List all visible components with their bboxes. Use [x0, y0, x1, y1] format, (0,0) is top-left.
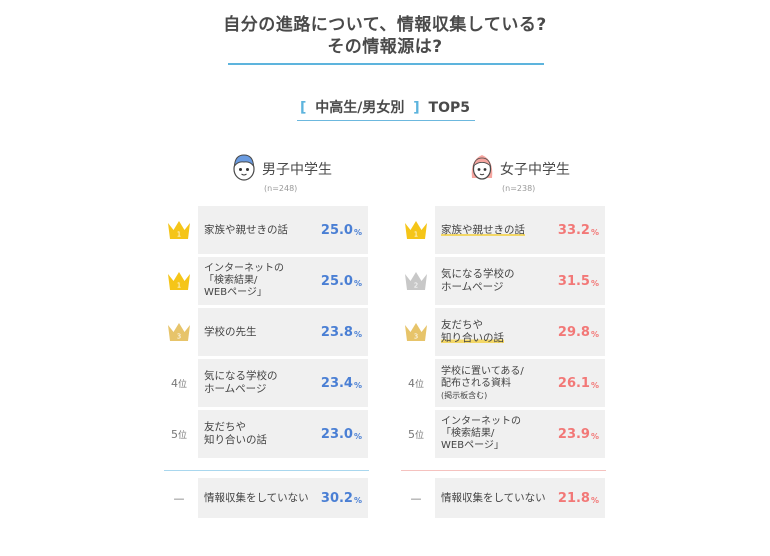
- rank-number: 5位: [170, 427, 187, 441]
- rank-number: 4位: [170, 376, 187, 390]
- boys-none-row: — 情報収集をしていない 30.2%: [164, 478, 368, 518]
- girls-separator: [401, 470, 606, 471]
- boys-rank-row: 3 学校の先生 23.8%: [164, 308, 368, 356]
- crown-gold-icon: 1: [405, 221, 427, 239]
- rank-label: 友だちや 知り合いの話: [204, 421, 267, 446]
- girls-rank-row: 2 気になる学校の ホームページ 31.5%: [401, 257, 605, 305]
- dash-marker: —: [410, 491, 422, 505]
- girls-none-row: — 情報収集をしていない 21.8%: [401, 478, 605, 518]
- subtitle-top: TOP5: [428, 100, 470, 116]
- rank-label: 学校に置いてある/ 配布される資料 (掲示板含む): [441, 365, 524, 400]
- crown-bronze-icon: 3: [405, 323, 427, 341]
- rank-label: 情報収集をしていない: [441, 491, 546, 504]
- rank-number: 5位: [407, 427, 424, 441]
- rank-label: インターネットの 「検索結果/ WEBページ」: [204, 263, 284, 298]
- girls-rank-row: 3 友だちや 知り合いの話 29.8%: [401, 308, 605, 356]
- rank-value: 23.8%: [320, 324, 362, 340]
- subtitle: [ 中高生/男女別 ] TOP5: [0, 97, 770, 117]
- crown-silver-icon: 2: [405, 272, 427, 290]
- title-underline: [228, 63, 544, 65]
- chart-title: 自分の進路について、情報収集している? その情報源は?: [0, 14, 770, 58]
- title-line-1: 自分の進路について、情報収集している?: [223, 15, 547, 35]
- svg-text:1: 1: [177, 231, 181, 239]
- svg-text:3: 3: [177, 333, 181, 341]
- boy-face-icon: [233, 154, 255, 181]
- rank-value: 23.4%: [320, 375, 362, 391]
- girls-rank-row: 5位 インターネットの 「検索結果/ WEBページ」 23.9%: [401, 410, 605, 458]
- boys-separator: [164, 470, 369, 471]
- rank-value: 33.2%: [557, 222, 599, 238]
- rank-value: 30.2%: [320, 490, 362, 506]
- rank-number: 4位: [407, 376, 424, 390]
- crown-gold-icon: 1: [168, 272, 190, 290]
- rank-label: インターネットの 「検索結果/ WEBページ」: [441, 416, 521, 451]
- crown-bronze-icon: 3: [168, 323, 190, 341]
- boys-sample-size: (n=248): [264, 184, 298, 193]
- subtitle-underline: [297, 120, 475, 121]
- rank-value: 25.0%: [320, 273, 362, 289]
- bracket-open: [: [299, 100, 307, 116]
- rank-value: 25.0%: [320, 222, 362, 238]
- boys-rank-row: 5位 友だちや 知り合いの話 23.0%: [164, 410, 368, 458]
- rank-label: 気になる学校の ホームページ: [204, 370, 278, 395]
- svg-text:1: 1: [414, 231, 418, 239]
- boys-rank-row: 1 インターネットの 「検索結果/ WEBページ」 25.0%: [164, 257, 368, 305]
- boys-header: 男子中学生 (n=248): [232, 152, 372, 193]
- girl-face-icon: [471, 155, 493, 180]
- girls-sample-size: (n=238): [502, 184, 536, 193]
- dash-marker: —: [173, 491, 185, 505]
- svg-text:1: 1: [177, 282, 181, 290]
- boys-rank-row: 1 家族や親せきの話 25.0%: [164, 206, 368, 254]
- crown-gold-icon: 1: [168, 221, 190, 239]
- rank-value: 29.8%: [557, 324, 599, 340]
- rank-label: 家族や親せきの話: [204, 223, 288, 236]
- rank-value: 23.9%: [557, 426, 599, 442]
- rank-label: 家族や親せきの話: [441, 223, 525, 237]
- boys-title: 男子中学生: [262, 162, 332, 178]
- title-line-2: その情報源は?: [327, 37, 443, 57]
- bracket-close: ]: [413, 100, 420, 116]
- girls-rank-row: 1 家族や親せきの話 33.2%: [401, 206, 605, 254]
- rank-value: 21.8%: [557, 490, 599, 506]
- rank-value: 26.1%: [557, 375, 599, 391]
- rank-note: (掲示板含む): [441, 390, 488, 400]
- rank-label: 友だちや 知り合いの話: [441, 319, 504, 345]
- svg-text:2: 2: [414, 282, 418, 290]
- boys-rank-row: 4位 気になる学校の ホームページ 23.4%: [164, 359, 368, 407]
- subtitle-text: 中高生/男女別: [315, 100, 405, 116]
- svg-text:3: 3: [414, 333, 418, 341]
- girls-title: 女子中学生: [500, 162, 570, 178]
- girls-rank-row: 4位 学校に置いてある/ 配布される資料 (掲示板含む) 26.1%: [401, 359, 605, 407]
- rank-value: 23.0%: [320, 426, 362, 442]
- rank-label: 気になる学校の ホームページ: [441, 268, 515, 293]
- rank-value: 31.5%: [557, 273, 599, 289]
- rank-label: 学校の先生: [204, 325, 257, 338]
- girls-header: 女子中学生 (n=238): [470, 152, 610, 193]
- rank-label: 情報収集をしていない: [204, 491, 309, 504]
